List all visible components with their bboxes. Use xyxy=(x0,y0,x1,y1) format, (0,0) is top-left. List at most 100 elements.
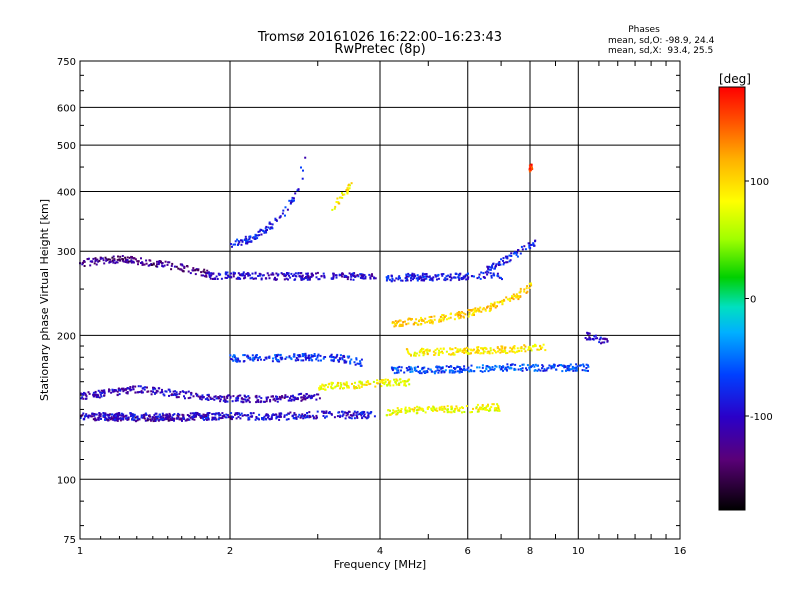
data-point xyxy=(457,273,460,276)
data-point xyxy=(152,390,155,393)
data-point xyxy=(499,263,502,266)
data-point xyxy=(530,163,533,166)
data-point xyxy=(390,366,393,369)
data-point xyxy=(255,234,258,237)
data-point xyxy=(449,411,452,414)
data-point xyxy=(352,414,355,417)
data-point xyxy=(304,354,307,357)
data-point xyxy=(346,187,349,190)
data-point xyxy=(191,269,194,272)
data-point xyxy=(318,278,321,281)
data-point xyxy=(221,415,224,418)
data-point xyxy=(489,347,492,350)
data-point xyxy=(585,363,588,366)
data-point xyxy=(143,415,145,418)
data-point xyxy=(501,302,504,305)
data-point xyxy=(157,415,160,418)
data-point xyxy=(156,415,158,418)
data-point xyxy=(117,415,119,418)
data-point xyxy=(456,366,459,368)
stats-heading: Phases xyxy=(628,25,660,35)
data-point xyxy=(234,240,237,243)
data-point xyxy=(456,312,459,315)
data-point xyxy=(234,412,237,415)
data-point xyxy=(127,260,130,263)
data-point xyxy=(126,256,129,259)
data-point xyxy=(296,189,299,192)
data-point xyxy=(262,418,265,421)
data-point xyxy=(248,401,251,404)
data-point xyxy=(258,395,261,398)
data-point xyxy=(426,275,428,278)
data-point xyxy=(322,357,325,360)
data-point xyxy=(414,354,417,357)
data-point xyxy=(280,412,283,415)
data-point xyxy=(306,414,309,417)
data-point xyxy=(415,412,418,415)
data-point xyxy=(406,369,409,372)
data-point xyxy=(283,274,286,277)
data-point xyxy=(353,361,356,364)
data-point xyxy=(244,239,247,241)
data-point xyxy=(489,368,492,371)
data-point xyxy=(420,408,423,411)
data-point xyxy=(438,369,441,372)
data-point xyxy=(173,419,175,422)
data-point xyxy=(242,274,244,277)
data-point xyxy=(603,341,606,344)
data-point xyxy=(125,417,128,420)
data-point xyxy=(158,418,161,421)
data-point xyxy=(297,359,300,362)
data-point xyxy=(230,417,233,420)
data-point xyxy=(250,240,253,243)
data-point xyxy=(337,411,340,414)
data-point xyxy=(223,398,226,401)
data-point xyxy=(219,400,222,403)
data-point xyxy=(193,413,196,416)
data-point xyxy=(420,368,423,371)
data-point xyxy=(247,274,250,277)
data-point xyxy=(294,272,297,275)
data-point xyxy=(235,360,238,363)
data-point xyxy=(324,411,327,414)
data-point xyxy=(294,278,297,281)
data-point xyxy=(446,409,449,412)
data-point xyxy=(491,368,494,371)
data-point xyxy=(398,382,400,385)
data-point xyxy=(189,412,192,415)
data-point xyxy=(254,395,257,398)
data-point xyxy=(257,357,260,359)
data-point xyxy=(513,347,516,350)
data-point xyxy=(308,411,311,414)
data-point xyxy=(255,417,258,420)
data-point xyxy=(341,358,344,361)
data-point xyxy=(396,412,399,414)
data-point xyxy=(183,265,186,268)
data-point xyxy=(406,278,408,280)
data-point xyxy=(97,260,100,263)
data-point xyxy=(319,385,322,388)
data-point xyxy=(459,407,462,410)
data-point xyxy=(345,414,348,417)
data-point xyxy=(499,276,502,279)
data-point xyxy=(148,264,151,267)
data-point xyxy=(114,415,117,418)
data-point xyxy=(112,390,115,393)
data-point xyxy=(411,274,414,277)
data-point xyxy=(576,365,579,368)
data-point xyxy=(140,390,143,393)
data-point xyxy=(275,354,278,357)
data-point xyxy=(80,415,83,418)
data-point xyxy=(265,398,268,401)
data-point xyxy=(237,415,240,418)
data-point xyxy=(258,413,261,416)
data-point xyxy=(309,356,312,359)
data-point xyxy=(191,415,194,418)
data-point xyxy=(81,263,84,266)
data-point xyxy=(234,357,237,360)
data-point xyxy=(304,416,307,419)
data-point xyxy=(455,351,458,353)
data-point xyxy=(516,347,519,350)
data-point xyxy=(458,277,461,280)
data-point xyxy=(88,392,91,395)
